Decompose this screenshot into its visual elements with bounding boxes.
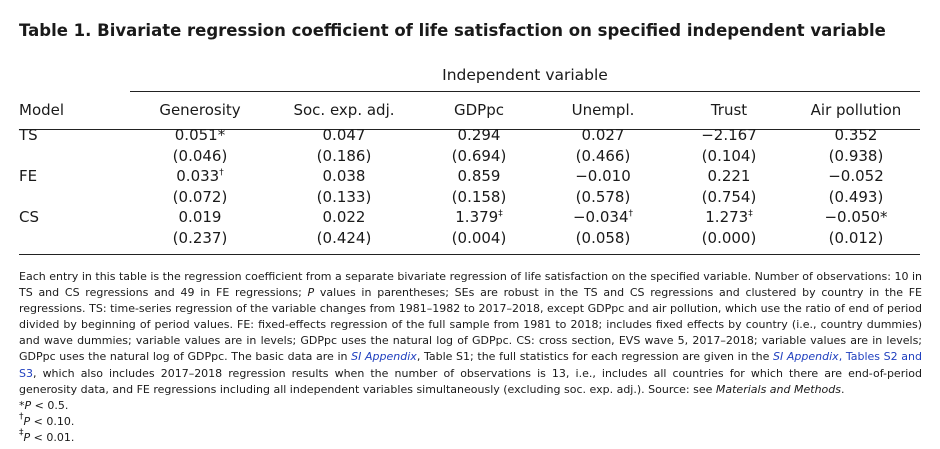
coefficient-cell: −0.010 [575,167,631,185]
coefficient-cell: 0.033† [176,167,224,185]
pvalue-cell: (0.237) [172,228,228,247]
column-header-air-pollution: Air pollution [810,101,902,119]
coefficient-cell: 0.038 [322,167,366,185]
spanner-heading: Independent variable [442,66,608,84]
pvalue-cell: (0.754) [701,187,757,206]
pvalue-cell: (0.133) [316,187,372,206]
model-label: FE [19,167,38,185]
coefficient-cell: −0.052 [828,167,884,185]
pvalue-cell: (0.012) [828,228,884,247]
notes-paragraph: Each entry in this table is the regressi… [19,270,922,396]
table-row: FE 0.033† 0.038 0.859 −0.010 0.221 −0.05… [19,166,920,187]
table-row-pvalues: (0.237) (0.424) (0.004) (0.058) (0.000) … [19,228,920,249]
coefficient-cell: 0.859 [457,167,501,185]
si-appendix-link[interactable]: SI Appendix [351,350,417,364]
footnote-star: *P < 0.5. [19,398,69,412]
pvalue-cell: (0.104) [701,146,757,165]
pvalue-cell: (0.938) [828,146,884,165]
pvalue-cell: (0.004) [451,228,507,247]
model-label: CS [19,208,39,226]
pvalue-cell: (0.466) [575,146,631,165]
coefficient-cell: 1.273‡ [705,208,753,226]
model-label: TS [19,126,38,144]
table-row: TS 0.051* 0.047 0.294 0.027 −2.167 0.352 [19,125,920,146]
pvalue-cell: (0.186) [316,146,372,165]
column-header-unempl: Unempl. [571,101,635,119]
pvalue-cell: (0.046) [172,146,228,165]
pvalue-cell: (0.578) [575,187,631,206]
column-header-trust: Trust [710,101,748,119]
pvalue-cell: (0.058) [575,228,631,247]
table-title: Table 1. Bivariate regression coefficien… [19,21,886,40]
column-header-model: Model [19,101,65,119]
table-row-pvalues: (0.072) (0.133) (0.158) (0.578) (0.754) … [19,187,920,208]
column-header-gdppc: GDPpc [454,101,504,119]
header-row: Model Generosity Soc. exp. adj. GDPpc Un… [19,100,920,125]
regression-table: Model Generosity Soc. exp. adj. GDPpc Un… [19,100,920,248]
coefficient-cell: 0.047 [322,126,366,144]
coefficient-cell: 0.019 [178,208,222,226]
table-row: CS 0.019 0.022 1.379‡ −0.034† 1.273‡ −0.… [19,207,920,228]
table-notes: Each entry in this table is the regressi… [19,269,922,446]
pvalue-cell: (0.493) [828,187,884,206]
spanner-rule [130,91,920,92]
coefficient-cell: 0.022 [322,208,366,226]
pvalue-cell: (0.000) [701,228,757,247]
footnote-dagger: †P < 0.10. [19,411,75,428]
coefficient-cell: 0.294 [457,126,501,144]
coefficient-cell: 0.051* [174,126,226,144]
bottom-rule [19,254,920,255]
coefficient-cell: −0.034† [572,208,633,226]
si-appendix-tables-link[interactable]: SI Appendix, Tables S2 and S3 [19,350,922,380]
coefficient-cell: 0.027 [581,126,625,144]
coefficient-cell: −0.050* [824,208,888,226]
coefficient-cell: 1.379‡ [455,208,503,226]
coefficient-cell: −2.167 [701,126,757,144]
header-rule [19,129,920,130]
pvalue-cell: (0.072) [172,187,228,206]
coefficient-cell: 0.221 [707,167,751,185]
table-row-pvalues: (0.046) (0.186) (0.694) (0.466) (0.104) … [19,146,920,167]
pvalue-cell: (0.158) [451,187,507,206]
pvalue-cell: (0.694) [451,146,507,165]
pvalue-cell: (0.424) [316,228,372,247]
footnote-double-dagger: ‡P < 0.01. [19,427,75,444]
column-header-generosity: Generosity [159,101,241,119]
column-header-soc-exp-adj: Soc. exp. adj. [293,101,395,119]
coefficient-cell: 0.352 [834,126,878,144]
